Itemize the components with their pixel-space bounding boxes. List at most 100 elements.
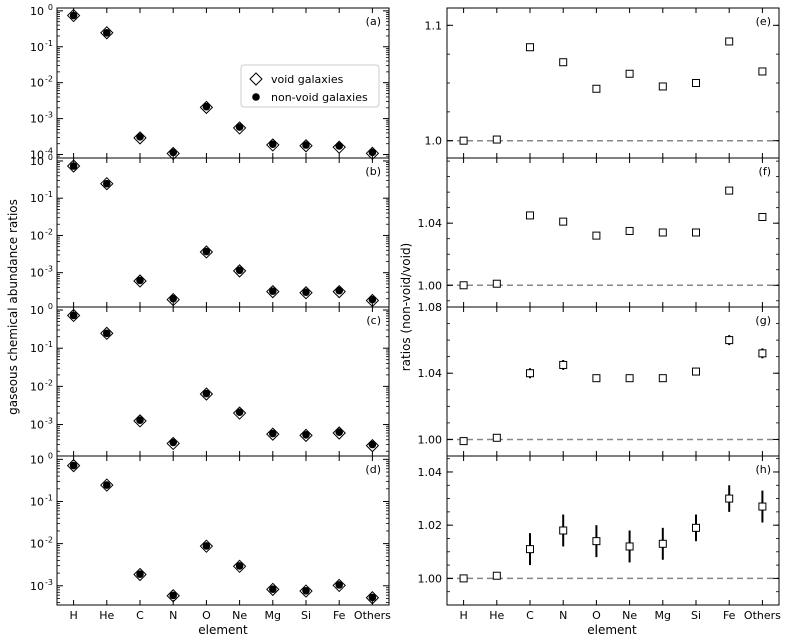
data-point-nonvoid: [335, 581, 344, 589]
data-point-nonvoid: [269, 287, 277, 295]
x-tick-label: O: [202, 609, 211, 622]
data-point-nonvoid: [103, 329, 111, 338]
y-tick-label: 10: [30, 380, 44, 393]
x-tick-label: Others: [744, 609, 781, 622]
data-point-void: [166, 436, 180, 451]
x-tick-label: H: [69, 609, 77, 622]
y-tick-exponent: -1: [45, 340, 53, 349]
data-point-nonvoid: [302, 587, 310, 595]
y-tick-label: 1.1: [425, 19, 443, 32]
data-point-ratio: [758, 502, 767, 511]
data-point-ratio: [526, 211, 534, 220]
data-point-nonvoid: [368, 295, 377, 304]
y-tick-exponent: 0: [48, 153, 53, 162]
data-point-ratio: [658, 82, 667, 91]
data-point-void: [232, 264, 247, 278]
y-tick-exponent: -1: [45, 493, 53, 502]
data-point-nonvoid: [235, 408, 244, 417]
panel-f: 1.00 1.04 (f): [418, 157, 780, 308]
data-point-void: [199, 245, 214, 259]
data-point-void: [133, 567, 147, 582]
legend-nonvoid-marker: [252, 93, 260, 101]
legend-box: [240, 64, 380, 108]
data-point-nonvoid: [136, 416, 144, 424]
data-point-ratio: [592, 231, 601, 240]
data-point-nonvoid: [202, 102, 211, 111]
panel-label: (g): [755, 314, 771, 327]
data-point-void: [299, 286, 313, 300]
data-point-nonvoid: [368, 440, 377, 449]
data-point-nonvoid: [269, 140, 277, 148]
data-point-ratio: [692, 228, 700, 237]
data-point-void: [299, 584, 313, 598]
data-point-ratio: [526, 43, 534, 52]
data-point-nonvoid: [235, 123, 244, 131]
x-tick-label: He: [99, 609, 114, 622]
panel-label: (e): [756, 15, 771, 28]
x-tick-label: C: [136, 609, 144, 622]
data-point-void: [232, 559, 247, 574]
y-tick-label: 10: [30, 304, 44, 317]
data-point-void: [365, 293, 380, 308]
y-tick-label: 1.00: [418, 572, 443, 585]
x-tick-label: Mg: [265, 609, 281, 622]
y-tick-label: 10: [30, 538, 44, 551]
x-tick-label: N: [559, 609, 567, 622]
axes-frame: [446, 455, 780, 606]
data-point-nonvoid: [202, 389, 211, 398]
y-tick-exponent: -4: [45, 147, 53, 156]
y-tick-label: 10: [30, 5, 44, 18]
data-point-nonvoid: [269, 585, 277, 593]
data-point-void: [332, 578, 346, 593]
data-point-nonvoid: [103, 481, 111, 489]
y-tick-exponent: -3: [45, 578, 53, 587]
x-tick-label: Others: [354, 609, 391, 622]
data-point-void: [133, 274, 147, 288]
data-point-void: [199, 100, 214, 115]
data-point-nonvoid: [368, 148, 377, 157]
data-point-ratio: [692, 367, 700, 376]
x-tick-label: Fe: [333, 609, 346, 622]
panel-label: (a): [366, 15, 381, 28]
legend-nonvoid-label: non-void galaxies: [271, 91, 368, 104]
data-point-void: [166, 292, 180, 307]
y-tick-exponent: 0: [48, 3, 53, 12]
x-tick-label: Ne: [622, 609, 637, 622]
data-point-void: [66, 458, 81, 473]
data-point-nonvoid: [136, 276, 144, 285]
data-point-ratio: [592, 84, 601, 93]
y-tick-label: 10: [30, 155, 44, 168]
y-tick-label: 1.04: [418, 217, 443, 230]
data-point-ratio: [658, 539, 667, 548]
data-point-ratio: [459, 437, 468, 446]
data-point-nonvoid: [202, 542, 211, 550]
x-tick-label: Fe: [723, 609, 736, 622]
data-point-void: [199, 539, 214, 553]
x-tick-label: Si: [691, 609, 701, 622]
data-point-ratio: [692, 79, 700, 87]
data-point-ratio: [625, 69, 634, 78]
data-point-void: [365, 438, 380, 453]
y-tick-label: 1.00: [418, 279, 443, 292]
data-point-nonvoid: [235, 266, 244, 275]
data-point-void: [266, 138, 280, 152]
data-point-nonvoid: [169, 148, 177, 157]
data-point-nonvoid: [202, 247, 211, 256]
data-point-void: [199, 387, 214, 401]
data-point-void: [66, 308, 81, 323]
data-point-void: [299, 428, 313, 443]
data-point-ratio: [658, 228, 667, 237]
data-point-ratio: [725, 336, 734, 345]
data-point-void: [266, 284, 280, 299]
data-point-ratio: [492, 135, 501, 144]
data-point-nonvoid: [69, 162, 78, 170]
panel-label: (d): [365, 463, 381, 476]
data-point-void: [232, 121, 247, 135]
data-point-ratio: [725, 494, 734, 503]
data-point-void: [332, 284, 346, 299]
left-x-axis-label: element: [198, 623, 248, 637]
data-point-ratio: [758, 349, 767, 358]
legend-void-label: void galaxies: [271, 73, 344, 86]
y-tick-exponent: -2: [45, 378, 53, 387]
axes-frame: [446, 7, 780, 159]
